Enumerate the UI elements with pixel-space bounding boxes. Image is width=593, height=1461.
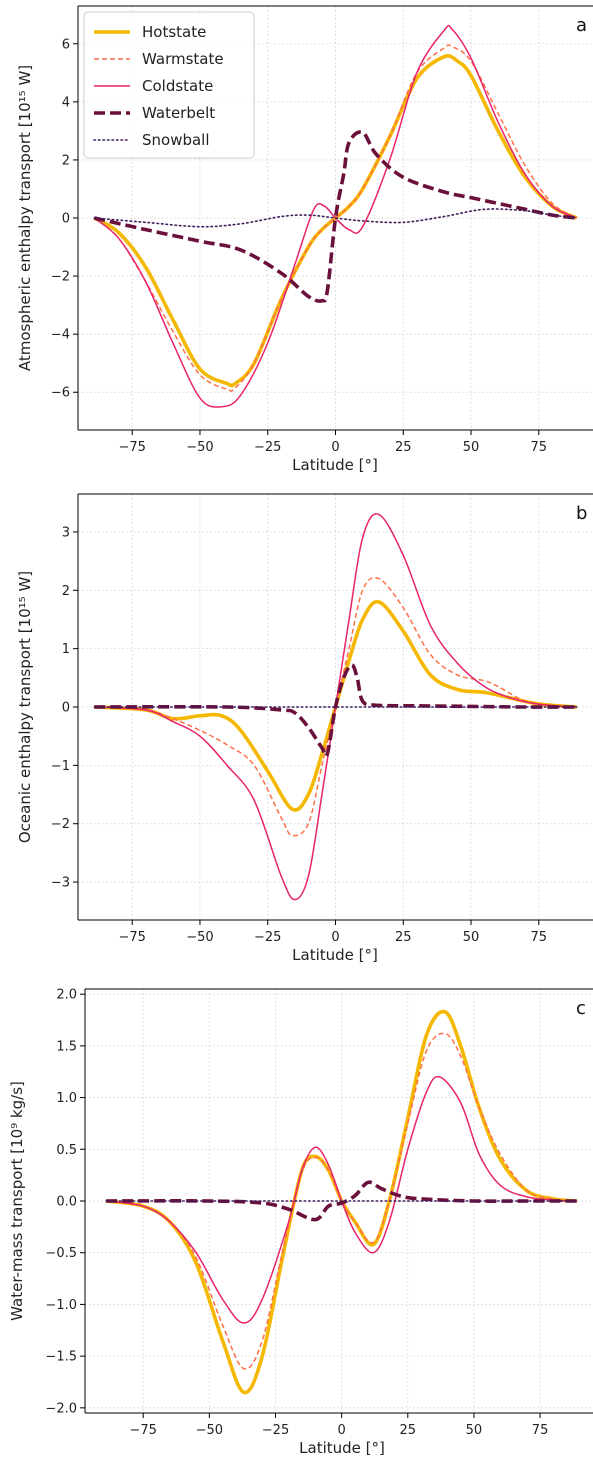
- chart-panel-c: −75 −50 −25 0 25 50 75 −2.0 −1.5 −1.0 −0.5 0.0 0.5 1.…: [8, 988, 593, 1457]
- y-tick-label: −4: [51, 328, 70, 343]
- y-tick-label: −6: [51, 386, 70, 401]
- x-tick-label: −50: [186, 440, 213, 455]
- y-axis-label: Atmospheric enthalpy transport [10¹⁵ W]: [16, 65, 34, 371]
- chart-panel-a: −75 −50 −25 0 25 50 75 −6 −4 −2 0 2 4 6 Latitude [°] At…: [16, 5, 593, 474]
- x-tick-label: 25: [395, 930, 412, 945]
- x-tick-label: −75: [118, 930, 145, 945]
- series-line-warmstate: [94, 576, 577, 837]
- x-tick-label: 0: [338, 1423, 346, 1438]
- y-tick-label: 1.0: [56, 1091, 77, 1106]
- series-line-coldstate: [106, 1075, 578, 1324]
- y-tick-label: −1.5: [45, 1350, 77, 1365]
- y-tick-label: −1: [51, 759, 70, 774]
- x-tick-label: 25: [400, 1423, 417, 1438]
- x-tick-label: 0: [331, 440, 339, 455]
- legend-label-snowball: Snowball: [142, 131, 210, 149]
- series-line-snowball: [93, 208, 578, 228]
- panel-label: b: [576, 503, 587, 524]
- x-tick-label: 0: [331, 930, 339, 945]
- y-tick-label: −2: [51, 270, 70, 285]
- y-tick-label: 1.5: [56, 1039, 77, 1054]
- series-line-waterbelt: [94, 663, 577, 759]
- y-tick-label: −2: [51, 817, 70, 832]
- y-tick-label: 2.0: [56, 988, 77, 1003]
- y-tick-label: 6: [62, 37, 70, 52]
- x-tick-label: −75: [118, 440, 145, 455]
- x-tick-label: −25: [262, 1423, 289, 1438]
- y-tick-label: 0: [62, 212, 70, 227]
- x-tick-label: 50: [466, 1423, 483, 1438]
- x-axis-label: Latitude [°]: [299, 1439, 385, 1457]
- panel-label: a: [576, 15, 587, 36]
- x-tick-label: 25: [395, 440, 412, 455]
- x-tick-label: −25: [254, 440, 281, 455]
- legend-label-coldstate: Coldstate: [142, 77, 213, 95]
- y-tick-label: −3: [51, 876, 70, 891]
- y-axis-label: Water-mass transport [10⁹ kg/s]: [8, 1081, 26, 1321]
- y-tick-label: 2: [62, 153, 70, 168]
- legend-label-warmstate: Warmstate: [142, 50, 224, 68]
- x-tick-label: −25: [254, 930, 281, 945]
- series-line-warmstate: [106, 1032, 578, 1370]
- x-tick-label: 50: [463, 440, 480, 455]
- x-tick-label: 75: [532, 1423, 549, 1438]
- y-tick-label: −1.0: [45, 1298, 77, 1313]
- y-tick-label: 1: [62, 642, 70, 657]
- x-tick-label: 50: [463, 930, 480, 945]
- chart-panel-b: −75 −50 −25 0 25 50 75 −3 −2 −1 0 1 2 3 Latitude [°] Oc…: [16, 493, 593, 964]
- y-axis-label: Oceanic enthalpy transport [10¹⁵ W]: [16, 571, 34, 843]
- legend: Hotstate Warmstate Coldstate Waterbelt Snowb…: [83, 11, 255, 159]
- y-tick-label: −2.0: [45, 1401, 77, 1416]
- y-tick-label: 3: [62, 525, 70, 540]
- x-tick-label: 75: [531, 440, 548, 455]
- x-axis-label: Latitude [°]: [292, 456, 378, 474]
- y-tick-label: −0.5: [45, 1246, 77, 1261]
- legend-box: [83, 11, 255, 159]
- legend-label-hotstate: Hotstate: [142, 23, 206, 41]
- legend-label-waterbelt: Waterbelt: [142, 104, 215, 122]
- x-tick-label: −50: [186, 930, 213, 945]
- y-tick-label: 0.0: [56, 1195, 77, 1210]
- y-tick-label: 2: [62, 584, 70, 599]
- y-tick-label: 4: [62, 95, 70, 110]
- y-tick-label: 0.5: [56, 1143, 77, 1158]
- x-axis-label: Latitude [°]: [292, 946, 378, 964]
- x-tick-label: −50: [196, 1423, 223, 1438]
- x-tick-label: −75: [129, 1423, 156, 1438]
- x-tick-label: 75: [531, 930, 548, 945]
- series-line-waterbelt: [93, 130, 577, 303]
- y-tick-label: 0: [62, 701, 70, 716]
- panel-label: c: [576, 998, 586, 1019]
